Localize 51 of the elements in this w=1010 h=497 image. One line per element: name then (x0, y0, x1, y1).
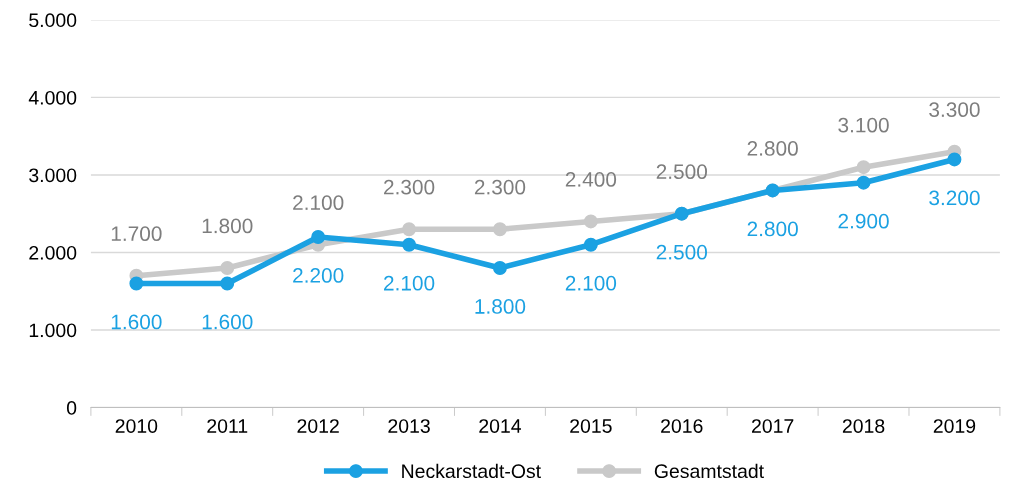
data-label: 2.100 (565, 275, 617, 291)
data-label: 1.700 (111, 226, 162, 242)
y-tick-label: 5.000 (29, 13, 77, 28)
point (220, 261, 235, 275)
y-tick-label: 2.000 (29, 245, 77, 260)
y-tick-label: 1.000 (29, 323, 77, 338)
data-label: 1.600 (202, 314, 253, 330)
data-label: 3.300 (929, 102, 980, 118)
x-tick-label: 2018 (842, 419, 885, 433)
x-tick-label: 2010 (115, 419, 158, 433)
data-label: 2.900 (838, 213, 889, 229)
legend-label: Neckarstadt-Ost (402, 463, 541, 479)
point (402, 237, 416, 252)
x-tick-label: 2012 (297, 419, 339, 433)
point (947, 152, 962, 167)
data-label: 2.200 (293, 268, 344, 283)
data-label: 2.800 (747, 221, 798, 237)
point (402, 222, 416, 237)
y-tick-label: 0 (66, 401, 77, 415)
x-tick-label: 2011 (207, 419, 248, 433)
y-tick-label: 4.000 (28, 90, 77, 105)
data-label: 2.400 (565, 172, 617, 187)
data-label: 3.100 (838, 117, 889, 133)
x-tick-label: 2015 (570, 419, 612, 433)
data-label: 3.200 (929, 190, 980, 206)
data-label: 1.800 (202, 218, 253, 234)
point (856, 160, 871, 175)
data-label: 2.100 (384, 275, 435, 291)
y-tick-label: 3.000 (29, 168, 77, 183)
legend-label: Gesamtstadt (654, 463, 764, 479)
data-label: 2.800 (747, 141, 798, 156)
point (220, 276, 235, 291)
data-label: 2.300 (474, 179, 526, 195)
point (583, 214, 598, 229)
x-tick-label: 2016 (661, 419, 703, 433)
point (583, 237, 598, 252)
point (129, 276, 144, 291)
data-label: 2.500 (656, 244, 707, 260)
data-label: 2.100 (293, 195, 344, 211)
point (493, 261, 507, 275)
data-label: 1.600 (111, 314, 162, 330)
point (493, 222, 507, 237)
data-label: 2.300 (384, 179, 435, 195)
x-tick-label: 2014 (479, 419, 522, 433)
data-label: 2.500 (656, 164, 707, 180)
x-tick-label: 2019 (933, 419, 976, 433)
x-tick-label: 2013 (388, 419, 430, 433)
data-label: 1.800 (475, 299, 526, 314)
point (311, 230, 326, 244)
x-tick-label: 2017 (752, 419, 794, 433)
point (856, 175, 871, 190)
